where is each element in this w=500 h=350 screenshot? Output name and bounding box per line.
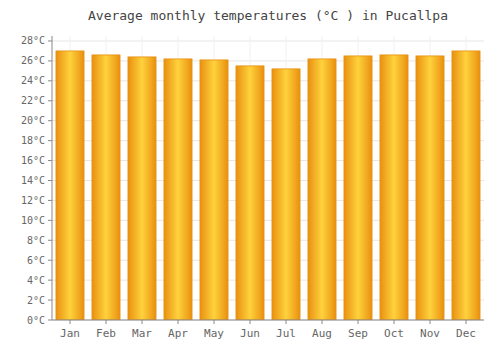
- x-tick: [178, 320, 179, 324]
- x-tick: [430, 320, 431, 324]
- y-tick: [48, 260, 52, 261]
- x-tick: [466, 320, 467, 324]
- y-tick: [48, 280, 52, 281]
- bar: [380, 55, 408, 320]
- y-tick-label: 10°C: [21, 215, 45, 226]
- x-axis-line: [52, 320, 484, 321]
- bar: [308, 59, 336, 320]
- y-tick-label: 6°C: [27, 255, 45, 266]
- x-tick-label: Aug: [312, 327, 332, 340]
- y-tick: [48, 140, 52, 141]
- y-tick: [48, 160, 52, 161]
- y-tick: [48, 60, 52, 61]
- x-tick-label: Feb: [96, 327, 116, 340]
- y-tick-label: 24°C: [21, 75, 45, 86]
- y-tick: [48, 220, 52, 221]
- x-tick-label: Apr: [168, 327, 188, 340]
- x-tick-label: Mar: [132, 327, 152, 340]
- x-tick: [142, 320, 143, 324]
- y-tick-label: 26°C: [21, 55, 45, 66]
- chart-title: Average monthly temperatures (°C ) in Pu…: [88, 8, 448, 23]
- y-grid-line: [52, 320, 484, 321]
- bar: [452, 51, 480, 320]
- y-tick-label: 28°C: [21, 35, 45, 46]
- y-tick: [48, 100, 52, 101]
- bar: [164, 59, 192, 320]
- x-tick: [358, 320, 359, 324]
- y-tick-label: 4°C: [27, 275, 45, 286]
- y-tick: [48, 180, 52, 181]
- x-tick: [250, 320, 251, 324]
- x-tick: [214, 320, 215, 324]
- axes: 0°C 2°C 4°C 6°C 8°C 10°C 12°C 14°C 16°C 18°C 20°C 2…: [21, 35, 484, 340]
- y-grid-line: [52, 40, 484, 41]
- x-tick-label: Jun: [240, 327, 260, 340]
- grid: [52, 36, 484, 320]
- bar: [92, 55, 120, 320]
- y-tick: [48, 120, 52, 121]
- y-tick: [48, 200, 52, 201]
- bar: [272, 69, 300, 320]
- x-tick-label: Jan: [60, 327, 80, 340]
- bar: [200, 60, 228, 320]
- y-tick-label: 14°C: [21, 175, 45, 186]
- y-tick: [48, 40, 52, 41]
- y-axis-line: [52, 36, 53, 320]
- y-tick-label: 2°C: [27, 295, 45, 306]
- y-tick: [48, 320, 52, 321]
- bar: [344, 56, 372, 320]
- y-tick-label: 16°C: [21, 155, 45, 166]
- y-tick-label: 22°C: [21, 95, 45, 106]
- y-tick-label: 20°C: [21, 115, 45, 126]
- y-tick-label: 0°C: [27, 315, 45, 326]
- x-tick: [106, 320, 107, 324]
- y-tick: [48, 240, 52, 241]
- y-tick-label: 8°C: [27, 235, 45, 246]
- x-tick-label: Oct: [384, 327, 404, 340]
- y-tick: [48, 300, 52, 301]
- x-tick: [322, 320, 323, 324]
- bar: [56, 51, 84, 320]
- bar: [128, 57, 156, 320]
- y-tick-label: 18°C: [21, 135, 45, 146]
- x-tick-label: Dec: [456, 327, 476, 340]
- x-tick-label: May: [204, 327, 224, 340]
- x-tick: [70, 320, 71, 324]
- x-tick-label: Nov: [420, 327, 440, 340]
- y-tick-label: 12°C: [21, 195, 45, 206]
- chart-root: 0°C 2°C 4°C 6°C 8°C 10°C 12°C 14°C 16°C 18°C 20°C 2…: [0, 0, 500, 350]
- y-tick: [48, 80, 52, 81]
- x-tick-label: Sep: [348, 327, 368, 340]
- bar: [416, 56, 444, 320]
- bars: [56, 51, 480, 320]
- x-tick: [286, 320, 287, 324]
- chart-svg: 0°C 2°C 4°C 6°C 8°C 10°C 12°C 14°C 16°C 18°C 20°C 2…: [0, 0, 500, 350]
- x-tick-label: Jul: [276, 327, 296, 340]
- x-tick: [394, 320, 395, 324]
- bar: [236, 66, 264, 320]
